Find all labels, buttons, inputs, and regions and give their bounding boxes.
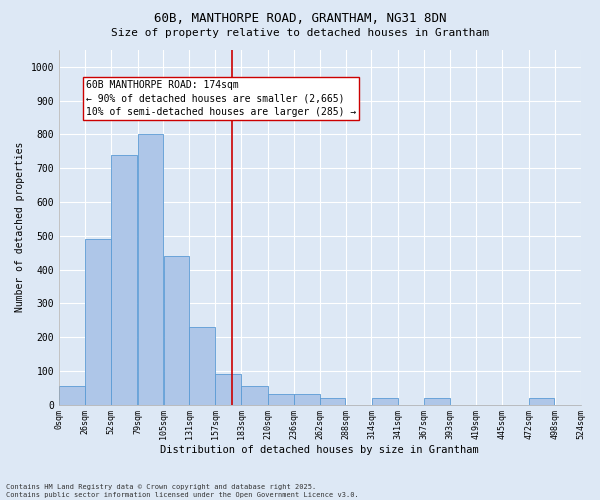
Y-axis label: Number of detached properties: Number of detached properties <box>15 142 25 312</box>
Bar <box>164 256 189 404</box>
Text: Contains HM Land Registry data © Crown copyright and database right 2025.
Contai: Contains HM Land Registry data © Crown c… <box>6 484 359 498</box>
Bar <box>294 394 320 404</box>
Bar <box>320 398 346 404</box>
Bar <box>268 394 293 404</box>
Text: 60B MANTHORPE ROAD: 174sqm
← 90% of detached houses are smaller (2,665)
10% of s: 60B MANTHORPE ROAD: 174sqm ← 90% of deta… <box>86 80 356 117</box>
Bar <box>111 154 137 404</box>
Bar <box>424 398 450 404</box>
Text: 60B, MANTHORPE ROAD, GRANTHAM, NG31 8DN: 60B, MANTHORPE ROAD, GRANTHAM, NG31 8DN <box>154 12 446 26</box>
Bar <box>529 398 554 404</box>
Bar <box>190 327 215 404</box>
Bar <box>241 386 268 404</box>
X-axis label: Distribution of detached houses by size in Grantham: Distribution of detached houses by size … <box>160 445 479 455</box>
Bar <box>137 134 163 404</box>
Bar <box>59 386 85 404</box>
Bar <box>85 239 110 404</box>
Bar <box>215 374 241 404</box>
Bar <box>371 398 398 404</box>
Text: Size of property relative to detached houses in Grantham: Size of property relative to detached ho… <box>111 28 489 38</box>
